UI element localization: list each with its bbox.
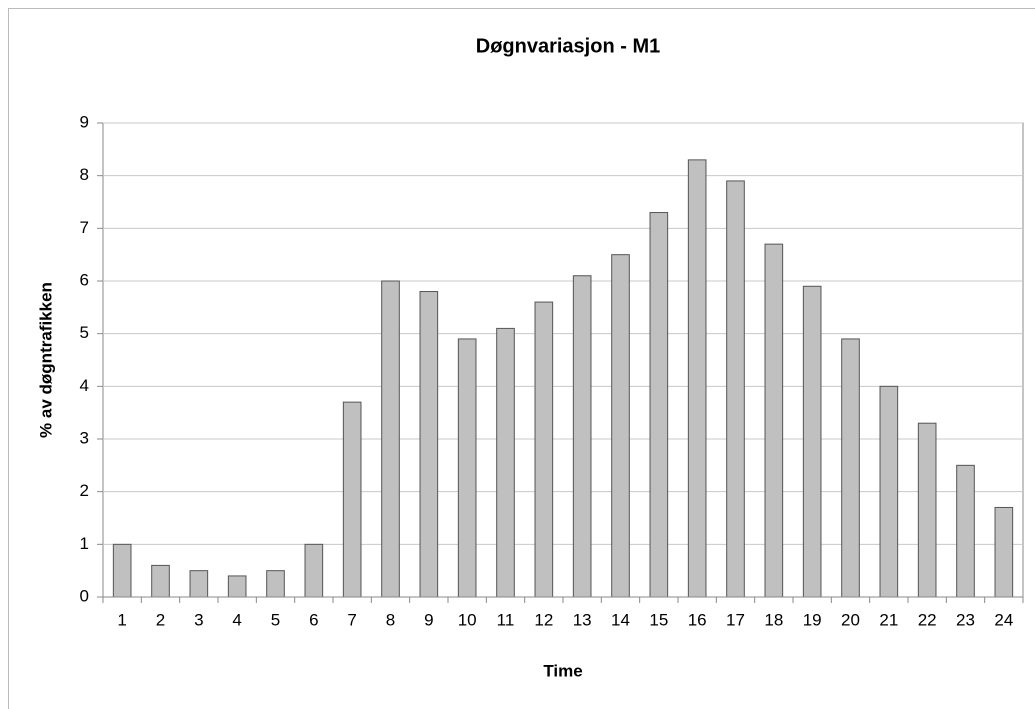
x-tick-label: 13 xyxy=(573,610,592,629)
x-tick-label: 21 xyxy=(879,610,898,629)
x-tick-label: 17 xyxy=(726,610,745,629)
y-tick-label: 9 xyxy=(80,112,89,131)
y-tick-label: 0 xyxy=(80,586,89,605)
bar xyxy=(419,291,439,598)
x-axis-label: Time xyxy=(543,661,582,680)
bar xyxy=(227,575,247,598)
bar xyxy=(151,564,170,598)
x-tick-label: 23 xyxy=(956,610,975,629)
y-tick-label: 8 xyxy=(80,165,89,184)
bar xyxy=(841,338,860,598)
x-tick-label: 24 xyxy=(994,610,1013,629)
x-tick-label: 19 xyxy=(803,610,822,629)
bar xyxy=(266,570,285,598)
bar xyxy=(112,543,132,598)
x-tick-label: 20 xyxy=(841,610,860,629)
y-tick-label: 6 xyxy=(80,270,89,289)
bar xyxy=(304,543,324,598)
y-tick-label: 4 xyxy=(80,376,89,395)
y-tick-label: 7 xyxy=(80,218,89,237)
x-tick-label: 8 xyxy=(386,610,395,629)
x-tick-label: 9 xyxy=(424,610,433,629)
bar xyxy=(687,159,707,598)
bar xyxy=(381,280,400,598)
bar xyxy=(496,327,515,598)
bar xyxy=(879,385,899,598)
y-tick-label: 1 xyxy=(80,534,89,553)
bar xyxy=(649,212,669,598)
x-tick-label: 2 xyxy=(156,610,165,629)
x-tick-label: 16 xyxy=(688,610,707,629)
bar xyxy=(917,422,937,598)
x-tick-label: 4 xyxy=(232,610,241,629)
x-tick-label: 12 xyxy=(534,610,553,629)
bar xyxy=(726,180,745,598)
x-tick-label: 18 xyxy=(764,610,783,629)
bar xyxy=(764,243,784,598)
x-tick-label: 10 xyxy=(458,610,477,629)
y-axis-label: % av døgntrafikken xyxy=(36,282,55,438)
bar xyxy=(994,506,1014,598)
x-tick-label: 3 xyxy=(194,610,203,629)
y-tick-label: 3 xyxy=(80,428,89,447)
chart-frame xyxy=(8,8,1035,709)
x-tick-label: 11 xyxy=(497,610,515,629)
x-tick-label: 5 xyxy=(271,610,280,629)
x-tick-label: 1 xyxy=(117,610,126,629)
bar xyxy=(189,570,209,598)
y-tick-label: 2 xyxy=(80,481,89,500)
bar xyxy=(534,301,554,598)
x-tick-label: 14 xyxy=(611,610,630,629)
x-tick-label: 15 xyxy=(649,610,668,629)
bar xyxy=(457,338,477,598)
chart-title: Døgnvariasjon - M1 xyxy=(476,35,660,57)
bar xyxy=(342,401,362,598)
bar xyxy=(611,254,630,598)
bar xyxy=(956,464,975,598)
bar xyxy=(572,275,592,598)
x-tick-label: 22 xyxy=(918,610,937,629)
x-tick-label: 6 xyxy=(309,610,318,629)
bar xyxy=(802,285,822,598)
x-tick-label: 7 xyxy=(347,610,356,629)
y-tick-label: 5 xyxy=(80,323,89,342)
